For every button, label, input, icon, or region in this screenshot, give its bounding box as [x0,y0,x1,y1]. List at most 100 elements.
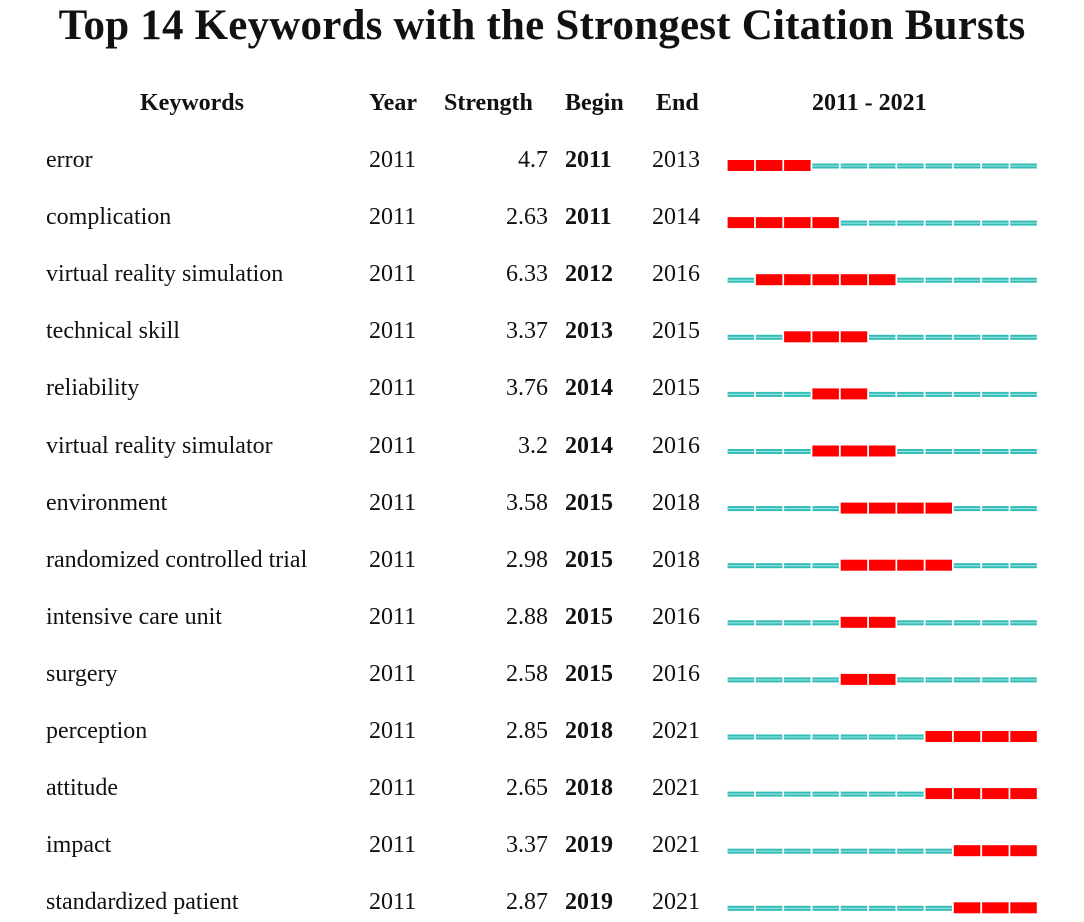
baseline-highlight [925,165,952,167]
baseline-highlight [1010,450,1037,453]
strength-value: 2.63 [506,204,548,231]
baseline-highlight [953,679,981,681]
baseline-highlight [982,565,1009,567]
baseline-highlight [925,450,952,453]
table-row: environment 2011 3.58 2015 2018 [0,483,1084,523]
table-row: attitude 2011 2.65 2018 2021 [0,768,1084,808]
strength-value: 2.98 [506,546,548,573]
baseline-highlight [755,793,783,795]
burst-segment [953,788,981,800]
year-value: 2011 [369,889,417,916]
keyword-label: virtual reality simulator [46,432,273,459]
baseline-highlight [925,850,952,852]
baseline-highlight [784,565,811,567]
baseline-highlight [869,393,896,395]
baseline-highlight [755,622,783,624]
end-year: 2021 [652,775,700,802]
keyword-label: complication [46,204,172,231]
burst-segment [784,331,811,343]
strength-value: 2.88 [506,603,548,630]
table-row: virtual reality simulation 2011 6.33 2012 20… [0,254,1084,294]
year-value: 2011 [369,375,417,402]
baseline-highlight [1010,679,1037,681]
baseline-highlight [812,907,839,909]
end-year: 2021 [652,889,700,916]
baseline-highlight [727,336,755,338]
baseline-highlight [869,736,896,738]
year-value: 2011 [369,147,417,173]
baseline-highlight [1010,508,1037,510]
baseline-highlight [982,622,1009,624]
baseline-highlight [727,393,755,395]
baseline-highlight [982,450,1009,453]
baseline-highlight [982,679,1009,681]
baseline-highlight [1010,565,1037,567]
year-value: 2011 [369,204,417,231]
baseline-highlight [897,222,924,224]
burst-segment [869,559,896,571]
keyword-label: impact [46,832,112,859]
begin-year: 2014 [565,375,613,402]
keyword-label: randomized controlled trial [46,546,308,573]
baseline-highlight [897,336,924,338]
burst-segment [953,731,981,742]
keyword-label: reliability [46,375,140,402]
header-begin: Begin [565,90,624,116]
begin-year: 2015 [565,489,613,516]
baseline-highlight [812,622,839,624]
baseline-highlight [812,793,839,795]
baseline-highlight [925,222,952,224]
baseline-highlight [755,565,783,567]
keyword-label: technical skill [46,318,180,345]
baseline-highlight [784,907,811,909]
table-row: standardized patient 2011 2.87 2019 2021 [0,882,1084,922]
baseline-highlight [727,622,755,624]
baseline-highlight [1010,622,1037,624]
begin-year: 2011 [565,147,612,173]
burst-segment [840,388,868,400]
table-row: technical skill 2011 3.37 2013 2015 [0,311,1084,351]
baseline-highlight [784,450,811,453]
year-value: 2011 [369,660,417,687]
year-value: 2011 [369,318,417,345]
baseline-highlight [812,508,839,510]
baseline-highlight [812,736,839,738]
strength-value: 3.58 [506,489,548,516]
baseline-highlight [953,336,981,338]
baseline-highlight [869,336,896,338]
baseline-highlight [1010,336,1037,338]
table-row: error 2011 4.7 2011 2013 [0,140,1084,180]
burst-segment [982,731,1009,742]
burst-segment [812,274,839,286]
burst-segment [840,616,868,628]
burst-segment [869,673,896,685]
baseline-highlight [982,336,1009,338]
end-year: 2016 [652,603,700,630]
keyword-label: virtual reality simulation [46,261,284,288]
year-value: 2011 [369,775,417,802]
end-year: 2021 [652,832,700,859]
burst-segment [1010,731,1037,742]
baseline-highlight [727,279,755,281]
baseline-highlight [982,393,1009,395]
baseline-highlight [1010,393,1037,395]
baseline-highlight [953,450,981,453]
baseline-highlight [982,165,1009,167]
header-end: End [656,90,699,116]
baseline-highlight [1010,279,1037,281]
baseline-highlight [784,793,811,795]
baseline-highlight [784,679,811,681]
burst-segment [869,445,896,457]
keyword-label: surgery [46,660,118,687]
baseline-highlight [727,907,755,909]
begin-year: 2018 [565,775,613,802]
year-value: 2011 [369,546,417,573]
burst-segment [982,788,1009,800]
baseline-highlight [727,679,755,681]
end-year: 2015 [652,318,700,345]
baseline-highlight [897,279,924,281]
burst-segment [727,160,755,171]
baseline-highlight [897,622,924,624]
baseline-highlight [953,165,981,167]
